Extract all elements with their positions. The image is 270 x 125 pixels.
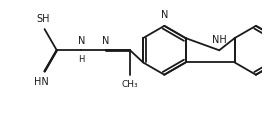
Text: N: N	[77, 36, 85, 46]
Text: N: N	[161, 10, 168, 20]
Text: H: H	[78, 55, 85, 64]
Text: CH₃: CH₃	[122, 80, 139, 89]
Text: SH: SH	[36, 14, 50, 24]
Text: N: N	[102, 36, 109, 46]
Text: HN: HN	[33, 77, 48, 87]
Text: NH: NH	[212, 35, 227, 45]
